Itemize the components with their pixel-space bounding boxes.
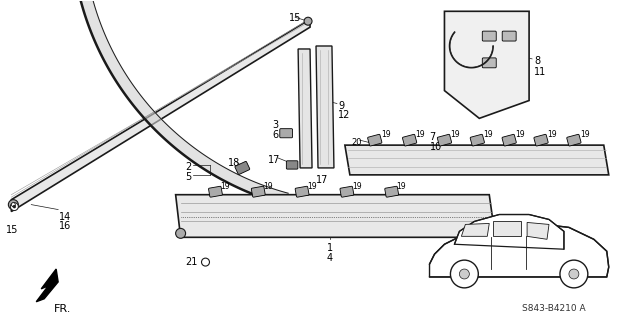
Text: 8: 8 <box>534 56 540 66</box>
FancyBboxPatch shape <box>403 134 417 146</box>
Polygon shape <box>527 222 549 239</box>
Text: 10: 10 <box>429 142 442 152</box>
Text: 19: 19 <box>451 130 460 139</box>
Circle shape <box>202 258 209 266</box>
Text: 19: 19 <box>547 130 557 139</box>
FancyBboxPatch shape <box>209 186 222 197</box>
Circle shape <box>304 17 312 25</box>
Text: 5: 5 <box>186 172 192 182</box>
FancyBboxPatch shape <box>252 186 265 197</box>
Text: FR.: FR. <box>54 304 72 314</box>
Text: 19: 19 <box>483 130 493 139</box>
Text: 7: 7 <box>429 132 436 142</box>
FancyBboxPatch shape <box>470 134 484 146</box>
Circle shape <box>569 269 579 279</box>
Text: 9: 9 <box>338 100 344 110</box>
FancyBboxPatch shape <box>534 134 548 146</box>
FancyBboxPatch shape <box>286 161 298 169</box>
Circle shape <box>560 260 588 288</box>
FancyBboxPatch shape <box>502 31 516 41</box>
Text: 11: 11 <box>534 67 547 77</box>
FancyBboxPatch shape <box>385 186 399 197</box>
Text: 19: 19 <box>415 130 425 139</box>
Circle shape <box>13 205 16 208</box>
FancyBboxPatch shape <box>483 31 496 41</box>
Text: 20: 20 <box>352 138 362 147</box>
Text: 19: 19 <box>307 182 317 191</box>
Text: 2: 2 <box>186 162 192 172</box>
Polygon shape <box>36 269 58 302</box>
FancyBboxPatch shape <box>295 186 309 197</box>
Text: 1: 1 <box>327 243 333 253</box>
Text: 18: 18 <box>228 158 241 168</box>
Text: 16: 16 <box>59 221 72 232</box>
Circle shape <box>451 260 478 288</box>
Circle shape <box>10 203 19 211</box>
Polygon shape <box>298 49 312 168</box>
Polygon shape <box>175 195 495 237</box>
Circle shape <box>175 228 186 238</box>
Text: 17: 17 <box>316 175 328 185</box>
FancyBboxPatch shape <box>367 134 382 146</box>
Polygon shape <box>316 46 334 168</box>
Polygon shape <box>72 0 288 205</box>
Polygon shape <box>429 225 609 277</box>
Text: 4: 4 <box>327 253 333 263</box>
Circle shape <box>12 203 15 207</box>
Polygon shape <box>12 19 310 211</box>
FancyBboxPatch shape <box>483 58 496 68</box>
FancyBboxPatch shape <box>235 161 250 174</box>
Circle shape <box>8 200 19 210</box>
Polygon shape <box>493 221 521 236</box>
Text: 3: 3 <box>272 120 278 130</box>
Text: 13: 13 <box>447 19 460 29</box>
Text: 19: 19 <box>220 182 230 191</box>
Text: 15: 15 <box>6 226 19 235</box>
Text: 12: 12 <box>338 110 350 121</box>
Text: 14: 14 <box>59 211 72 221</box>
Text: 17: 17 <box>268 155 280 165</box>
Polygon shape <box>461 223 489 236</box>
Text: 19: 19 <box>352 182 362 191</box>
Polygon shape <box>444 11 529 118</box>
Text: 19: 19 <box>580 130 589 139</box>
Circle shape <box>460 269 469 279</box>
FancyBboxPatch shape <box>502 134 516 146</box>
FancyBboxPatch shape <box>567 134 581 146</box>
FancyBboxPatch shape <box>280 129 292 138</box>
Text: 21: 21 <box>186 257 198 267</box>
FancyBboxPatch shape <box>437 134 452 146</box>
Polygon shape <box>345 145 609 175</box>
Text: 19: 19 <box>381 130 390 139</box>
Text: 19: 19 <box>397 182 406 191</box>
Text: S843-B4210 A: S843-B4210 A <box>522 304 586 313</box>
Text: 19: 19 <box>263 182 273 191</box>
FancyBboxPatch shape <box>340 186 354 197</box>
Text: 6: 6 <box>272 130 278 140</box>
Text: 15: 15 <box>289 13 301 23</box>
Polygon shape <box>454 214 564 249</box>
Text: 19: 19 <box>515 130 525 139</box>
